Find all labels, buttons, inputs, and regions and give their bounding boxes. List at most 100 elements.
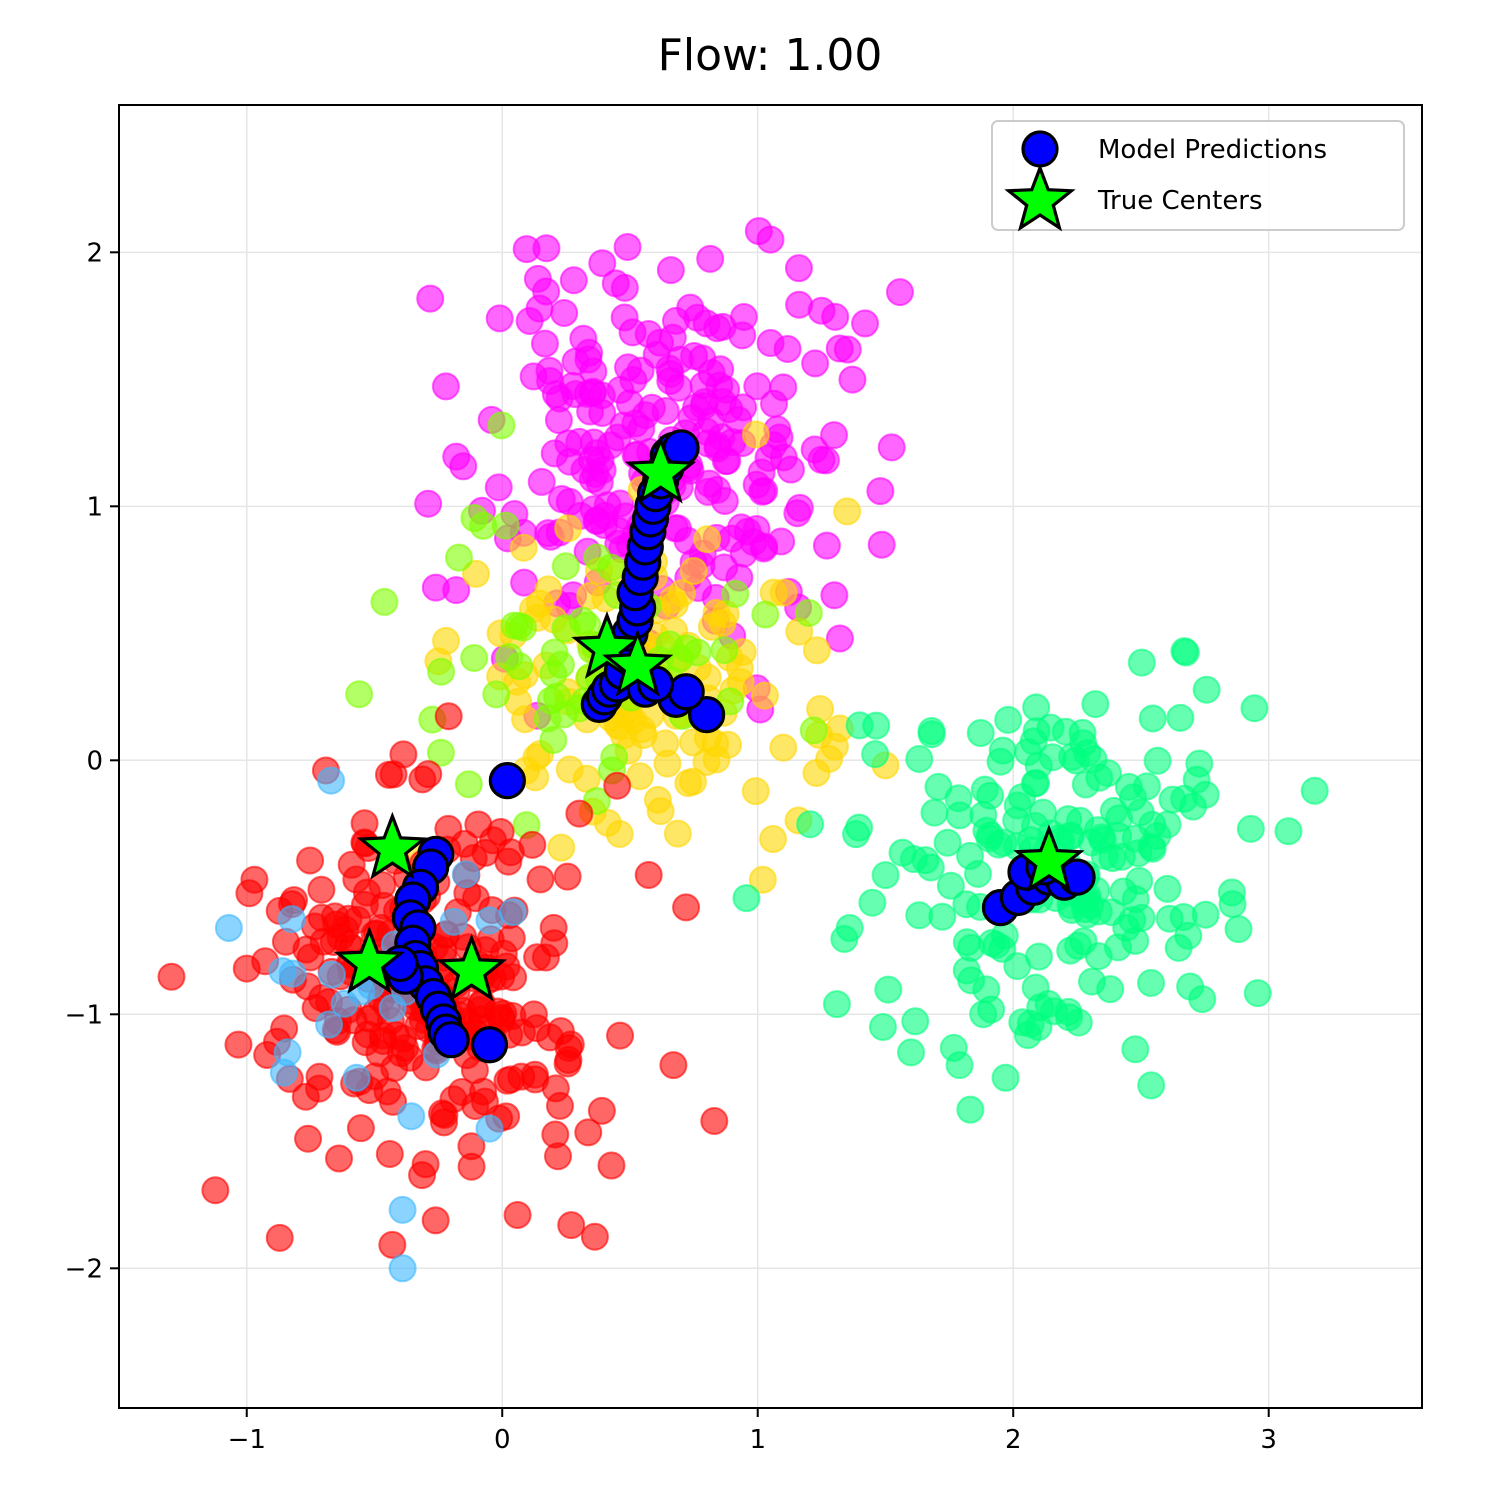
- cluster-point: [1022, 693, 1051, 722]
- cluster-point: [554, 514, 583, 543]
- cluster-point: [833, 497, 862, 526]
- cluster-point: [498, 898, 527, 927]
- cluster-point: [1274, 817, 1303, 846]
- cluster-point: [680, 342, 709, 371]
- cluster-point: [389, 1024, 418, 1053]
- cluster-point: [1054, 1003, 1083, 1032]
- cluster-point: [509, 533, 538, 562]
- cluster-point: [695, 469, 724, 498]
- cluster-point: [833, 335, 862, 364]
- cluster-point: [784, 254, 813, 283]
- cluster-point: [1153, 874, 1182, 903]
- cluster-point: [1137, 968, 1166, 997]
- cluster-point: [822, 990, 851, 1019]
- cluster-point: [928, 902, 957, 931]
- cluster-point: [945, 1051, 974, 1080]
- cluster-point: [1191, 900, 1220, 929]
- cluster-point: [756, 225, 785, 254]
- cluster-point: [1240, 694, 1269, 723]
- cluster-point: [586, 446, 615, 475]
- cluster-point: [994, 705, 1023, 734]
- cluster-point: [988, 736, 1017, 765]
- cluster-point: [317, 766, 346, 795]
- cluster-point: [732, 884, 761, 913]
- y-tick-label: 0: [86, 746, 103, 776]
- cluster-point: [885, 278, 914, 307]
- cluster-point: [426, 738, 455, 767]
- cluster-point: [655, 630, 684, 659]
- cluster-point: [375, 1140, 404, 1169]
- cluster-point: [969, 1000, 998, 1029]
- cluster-point: [240, 865, 269, 894]
- cluster-point: [729, 539, 758, 568]
- cluster-point: [838, 365, 867, 394]
- cluster-point: [1185, 749, 1214, 778]
- cluster-point: [933, 828, 962, 857]
- cluster-point: [989, 828, 1018, 857]
- cluster-point: [270, 1014, 299, 1043]
- cluster-point: [728, 321, 757, 350]
- cluster-point: [799, 716, 828, 745]
- cluster-point: [721, 579, 750, 608]
- cluster-point: [905, 901, 934, 930]
- true-center-point: [333, 926, 406, 994]
- cluster-point: [845, 813, 874, 842]
- cluster-point: [444, 543, 473, 572]
- cluster-point: [539, 659, 568, 688]
- cluster-point: [1300, 776, 1329, 805]
- cluster-point: [610, 273, 639, 302]
- cluster-point: [224, 1030, 253, 1059]
- true-center-point: [435, 933, 508, 1002]
- cluster-point: [265, 1223, 294, 1252]
- cluster-point: [388, 1195, 417, 1224]
- legend-true-centers-label: True Centers: [1097, 186, 1263, 216]
- cluster-point: [796, 810, 825, 839]
- cluster-point: [807, 296, 836, 325]
- cluster-point: [307, 875, 336, 904]
- true-centers-series: [333, 435, 1085, 1002]
- cluster-point: [1143, 746, 1172, 775]
- cluster-point: [867, 530, 896, 559]
- cluster-point: [866, 477, 895, 506]
- cluster-point: [201, 1176, 230, 1205]
- cluster-point: [554, 429, 583, 458]
- cluster-point: [845, 711, 874, 740]
- cluster-point: [741, 777, 770, 806]
- cluster-point: [1179, 792, 1208, 821]
- cluster-point: [651, 729, 680, 758]
- cluster-point: [428, 1099, 457, 1128]
- legend-circle: [1021, 130, 1059, 168]
- cluster-point: [729, 393, 758, 422]
- cluster-point: [547, 833, 576, 862]
- cluster-point: [618, 318, 647, 347]
- cluster-point: [503, 1200, 532, 1229]
- cluster-point: [421, 1206, 450, 1235]
- cluster-point: [747, 458, 776, 487]
- cluster-point: [460, 1056, 489, 1085]
- true-center-point: [1013, 824, 1085, 893]
- cluster-point: [1105, 804, 1134, 833]
- model-prediction-point: [688, 695, 726, 734]
- cluster-point: [1087, 823, 1116, 852]
- cluster-point: [710, 486, 739, 515]
- model-prediction-point: [667, 673, 705, 711]
- x-tick-label: 3: [1260, 1425, 1277, 1455]
- cluster-point: [379, 1087, 408, 1116]
- cluster-point: [350, 809, 379, 838]
- cluster-point: [414, 760, 443, 789]
- cluster-point: [536, 366, 565, 395]
- cluster-point: [683, 638, 712, 667]
- legend: Model Predictions True Centers: [991, 120, 1405, 232]
- cluster-point: [710, 636, 739, 665]
- cluster-point: [475, 906, 504, 935]
- true-center-point: [571, 611, 643, 679]
- cluster-point: [317, 960, 346, 989]
- cluster-point: [759, 825, 788, 854]
- cluster-point: [580, 1222, 609, 1251]
- cluster-point: [1138, 704, 1167, 733]
- legend-model-predictions-label: Model Predictions: [1098, 135, 1327, 165]
- cluster-point: [543, 1142, 572, 1171]
- cluster-point: [457, 1152, 486, 1181]
- cluster-point: [776, 455, 805, 484]
- cluster-point: [835, 913, 864, 942]
